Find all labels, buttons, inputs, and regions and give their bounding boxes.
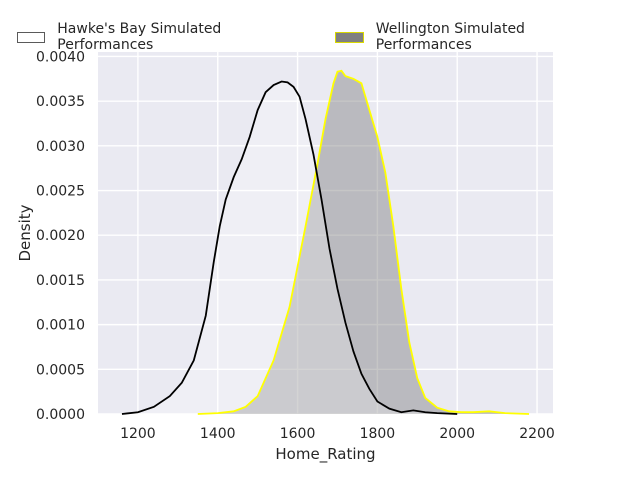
y-tick-label: 0.0000 bbox=[36, 407, 85, 423]
x-tick-label: 1200 bbox=[120, 426, 156, 442]
y-tick-label: 0.0030 bbox=[36, 139, 85, 155]
x-tick-label: 2000 bbox=[439, 426, 475, 442]
hawkes-bay-line bbox=[121, 80, 458, 415]
legend-item-hawkes-bay: Hawke's Bay Simulated Performances bbox=[17, 21, 305, 53]
y-tick-label: 0.0035 bbox=[36, 94, 85, 110]
legend-item-wellington: Wellington Simulated Performances bbox=[335, 21, 610, 53]
x-tick-label: 1600 bbox=[280, 426, 316, 442]
wellington-area bbox=[197, 70, 530, 415]
hawkes-bay-area bbox=[121, 81, 458, 414]
chart-legend: Hawke's Bay Simulated Performances Welli… bbox=[17, 21, 640, 53]
y-tick-label: 0.0020 bbox=[36, 228, 85, 244]
wellington-line bbox=[197, 69, 530, 415]
x-tick-label: 1800 bbox=[360, 426, 396, 442]
legend-label-wellington: Wellington Simulated Performances bbox=[375, 21, 525, 53]
x-tick-label: 2200 bbox=[519, 426, 555, 442]
y-tick-label: 0.0015 bbox=[36, 273, 85, 289]
y-tick-label: 0.0005 bbox=[36, 362, 85, 378]
legend-swatch-hawkes-bay bbox=[17, 31, 46, 43]
axis-ticks: 1200 1400 1600 1800 2000 2200 0.0000 0.0005 0.00… bbox=[36, 49, 555, 442]
x-axis-label: Home_Rating bbox=[275, 445, 375, 464]
y-axis-label: Density bbox=[16, 204, 34, 261]
x-tick-label: 1400 bbox=[200, 426, 236, 442]
series-layer bbox=[121, 69, 530, 415]
y-tick-label: 0.0040 bbox=[36, 49, 85, 65]
legend-label-hawkes-bay: Hawke's Bay Simulated Performances bbox=[57, 21, 222, 53]
legend-swatch-wellington bbox=[335, 31, 364, 43]
grid-lines bbox=[98, 52, 553, 415]
y-tick-label: 0.0010 bbox=[36, 318, 85, 334]
y-tick-label: 0.0025 bbox=[36, 184, 85, 200]
plot-area bbox=[98, 52, 553, 414]
